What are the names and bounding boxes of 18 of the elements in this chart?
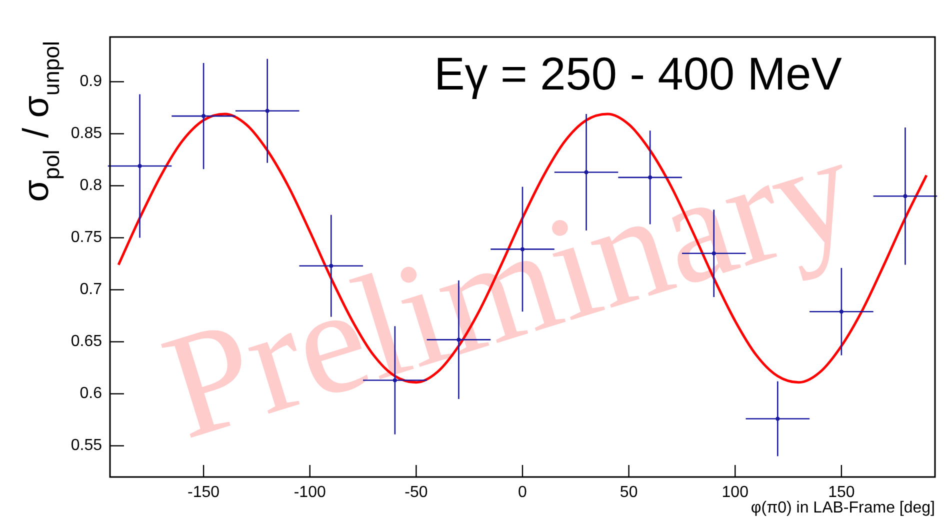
chart-title: Eγ = 250 - 400 MeV (434, 48, 842, 100)
y-tick-label: 0.75 (70, 229, 102, 246)
y-tick-label: 0.7 (80, 281, 102, 298)
x-tick-label: 0 (518, 484, 528, 502)
x-tick-label: 150 (828, 484, 855, 502)
y-tick-label: 0.9 (80, 73, 102, 90)
x-tick-label: 50 (620, 484, 638, 502)
y-tick-label: 0.55 (70, 437, 102, 454)
x-tick-label: 100 (722, 484, 749, 502)
y-axis-title: σpol / σunpol (15, 41, 64, 202)
x-axis-title: φ(π0) in LAB-Frame [deg] (750, 499, 935, 516)
y-tick-label: 0.65 (70, 333, 102, 350)
x-tick-label: -100 (294, 484, 326, 502)
y-tick-label: 0.85 (70, 125, 102, 142)
y-tick-label: 0.6 (80, 385, 102, 402)
y-tick-label: 0.8 (80, 177, 102, 194)
x-tick-label: -150 (188, 484, 220, 502)
x-tick-label: -50 (404, 484, 428, 502)
